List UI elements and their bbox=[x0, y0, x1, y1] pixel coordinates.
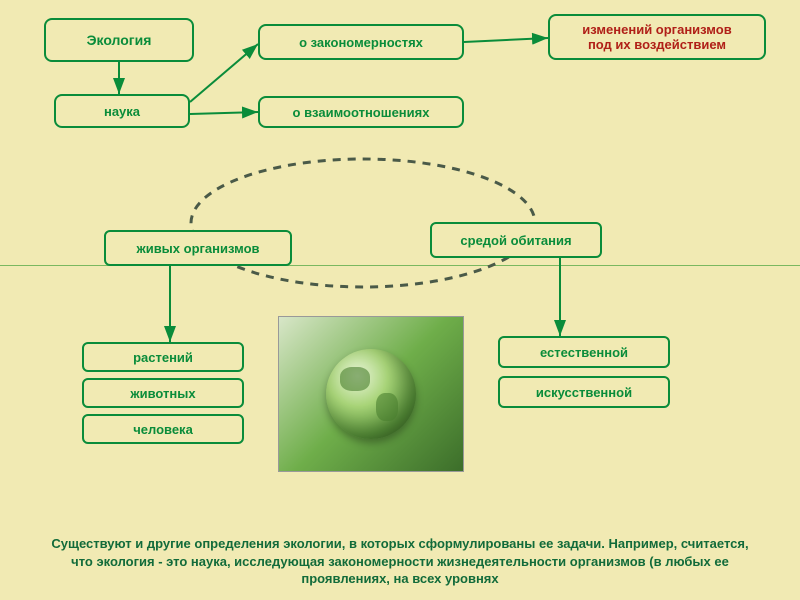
arrow-line bbox=[464, 38, 548, 42]
box-patterns: о закономерностях bbox=[258, 24, 464, 60]
box-label: средой обитания bbox=[460, 233, 571, 248]
box-label: наука bbox=[104, 104, 140, 119]
box-organisms: живых организмов bbox=[104, 230, 292, 266]
box-relations: о взаимоотношениях bbox=[258, 96, 464, 128]
globe-icon bbox=[326, 349, 416, 439]
box-habitat: средой обитания bbox=[430, 222, 602, 258]
box-plants: растений bbox=[82, 342, 244, 372]
box-ecology: Экология bbox=[44, 18, 194, 62]
box-label: Экология bbox=[87, 32, 152, 48]
box-label: искусственной bbox=[536, 385, 632, 400]
connectors-svg bbox=[0, 0, 800, 600]
box-changes: изменений организмов под их воздействием bbox=[548, 14, 766, 60]
box-label: живых организмов bbox=[136, 241, 259, 256]
box-label: о взаимоотношениях bbox=[293, 105, 430, 120]
box-label: животных bbox=[130, 386, 195, 401]
earth-hands-image bbox=[278, 316, 464, 472]
box-label: о закономерностях bbox=[299, 35, 423, 50]
box-label: естественной bbox=[540, 345, 628, 360]
box-animals: животных bbox=[82, 378, 244, 408]
box-human: человека bbox=[82, 414, 244, 444]
box-label: изменений организмов под их воздействием bbox=[582, 22, 731, 52]
footer-paragraph: Существуют и другие определения экологии… bbox=[40, 535, 760, 588]
arrow-line bbox=[190, 44, 258, 102]
box-science: наука bbox=[54, 94, 190, 128]
arrows-group bbox=[119, 38, 560, 342]
box-label: человека bbox=[133, 422, 193, 437]
box-label: растений bbox=[133, 350, 193, 365]
box-artificial: искусственной bbox=[498, 376, 670, 408]
box-natural: естественной bbox=[498, 336, 670, 368]
arrow-line bbox=[190, 112, 258, 114]
